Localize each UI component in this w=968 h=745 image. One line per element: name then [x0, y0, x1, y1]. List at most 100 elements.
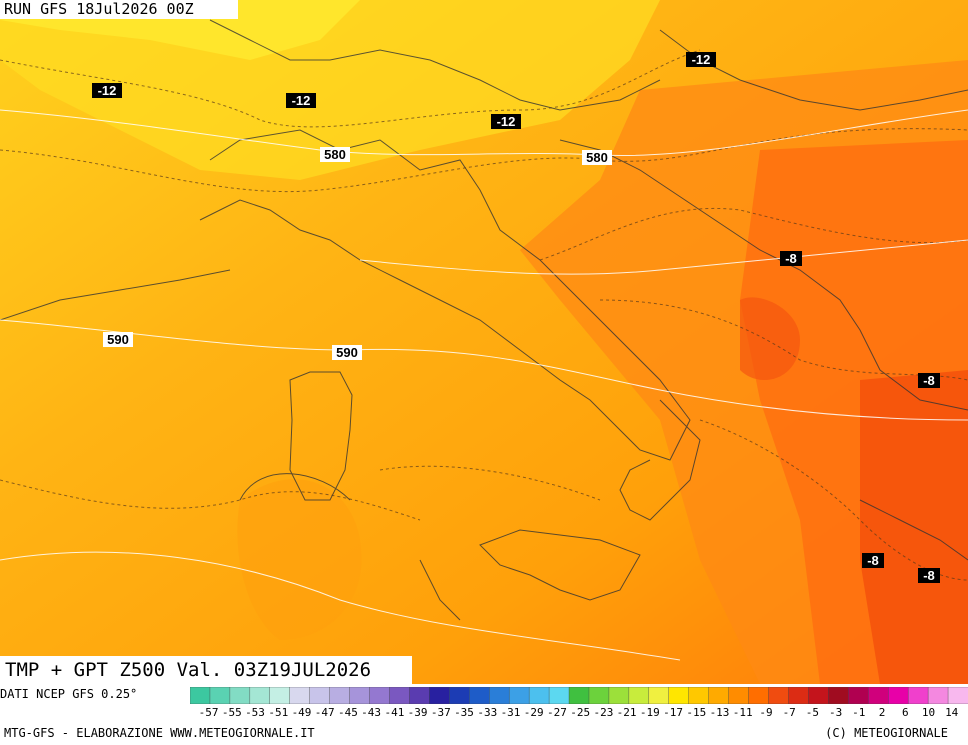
tick-label: -41	[384, 706, 405, 719]
geopotential-isolines	[0, 109, 968, 661]
color-swatch	[588, 687, 610, 704]
color-swatch	[927, 687, 949, 704]
color-swatch	[389, 687, 411, 704]
map-canvas: -12 -12 -12 -12 -8 -8 -8 -8 580 580 590 …	[0, 0, 968, 684]
tick-label: -9	[759, 706, 773, 719]
map-title: TMP + GPT Z500 Val. 03Z19JUL2026	[0, 656, 412, 684]
tick-label: -27	[546, 706, 567, 719]
tick-label: -39	[407, 706, 428, 719]
color-swatch	[608, 687, 630, 704]
tick-label: -11	[732, 706, 753, 719]
data-source-label: DATI NCEP GFS 0.25°	[0, 687, 138, 701]
svg-text:-8: -8	[867, 553, 879, 568]
temp-label-1: -12	[92, 83, 122, 98]
tick-label: -55	[221, 706, 242, 719]
tick-label: -57	[198, 706, 219, 719]
contour-labels: -12 -12 -12 -12 -8 -8 -8 -8 580 580 590 …	[92, 52, 940, 583]
color-swatch	[768, 687, 790, 704]
color-swatch	[708, 687, 730, 704]
tick-label: -47	[314, 706, 335, 719]
color-swatch	[668, 687, 690, 704]
svg-text:-8: -8	[785, 251, 797, 266]
coastlines	[0, 19, 968, 621]
temp-label-3: -12	[491, 114, 521, 129]
color-scale-bar	[190, 687, 968, 704]
tick-label: -35	[454, 706, 474, 719]
tick-label: -15	[686, 706, 707, 719]
color-swatch	[469, 687, 490, 704]
tick-label: -21	[616, 706, 637, 719]
tick-label: -33	[477, 706, 498, 719]
tick-label: 10	[921, 706, 936, 719]
temp-label-6: -8	[918, 373, 940, 388]
color-swatch	[190, 687, 211, 704]
tick-label: -19	[639, 706, 660, 719]
color-swatch	[688, 687, 710, 704]
run-label: RUN GFS 18Jul2026 00Z	[0, 0, 238, 19]
hot-spot-balkan	[740, 297, 800, 380]
color-swatch	[628, 687, 650, 704]
svg-text:-8: -8	[923, 568, 935, 583]
tick-label: -1	[852, 706, 866, 719]
color-swatch	[548, 687, 570, 704]
svg-text:-12: -12	[692, 52, 711, 67]
tick-label: -25	[570, 706, 591, 719]
tick-label: -17	[663, 706, 684, 719]
tick-label: -45	[337, 706, 358, 719]
color-swatch	[429, 687, 451, 704]
color-swatch	[568, 687, 590, 704]
svg-text:-12: -12	[497, 114, 516, 129]
footer-credit: MTG-GFS - ELABORAZIONE WWW.METEOGIORNALE…	[4, 726, 315, 740]
color-swatch	[489, 687, 510, 704]
color-swatch	[907, 687, 929, 704]
gpt-label-4: 590	[332, 345, 362, 360]
color-swatch	[249, 687, 271, 704]
color-swatch	[648, 687, 670, 704]
tick-label: -29	[523, 706, 544, 719]
tick-label: -53	[245, 706, 265, 719]
color-swatch	[309, 687, 331, 704]
color-swatch	[888, 687, 909, 704]
color-swatch	[728, 687, 750, 704]
gpt-label-2: 580	[582, 150, 612, 165]
tick-label: -5	[805, 706, 820, 719]
svg-text:580: 580	[324, 147, 346, 162]
weather-map: -12 -12 -12 -12 -8 -8 -8 -8 580 580 590 …	[0, 0, 968, 684]
color-swatch	[409, 687, 431, 704]
color-swatch	[528, 687, 550, 704]
color-swatch	[369, 687, 391, 704]
svg-text:-12: -12	[98, 83, 117, 98]
color-swatch	[269, 687, 291, 704]
tick-label: -23	[593, 706, 614, 719]
tick-label: -3	[828, 706, 843, 719]
svg-text:580: 580	[586, 150, 608, 165]
tick-label: 14	[945, 706, 959, 719]
color-swatch	[947, 687, 968, 704]
tick-label: -31	[500, 706, 521, 719]
tick-label: -49	[291, 706, 312, 719]
color-swatch	[788, 687, 810, 704]
color-swatch	[748, 687, 770, 704]
tick-label: 6	[901, 706, 909, 719]
tick-label: 2	[878, 706, 886, 719]
gpt-label-3: 590	[103, 332, 133, 347]
temp-label-4: -12	[686, 52, 716, 67]
color-swatch	[508, 687, 530, 704]
svg-text:-12: -12	[292, 93, 311, 108]
temp-label-7: -8	[862, 553, 884, 568]
color-swatch	[209, 687, 231, 704]
svg-text:-8: -8	[923, 373, 935, 388]
temp-label-5: -8	[780, 251, 802, 266]
color-swatch	[349, 687, 371, 704]
color-swatch	[828, 687, 850, 704]
tick-label: -37	[430, 706, 451, 719]
tick-label: -7	[782, 706, 796, 719]
cold-zone-north	[0, 0, 660, 180]
warm-spot-sea	[237, 479, 362, 640]
tick-label: -43	[361, 706, 382, 719]
color-scale-ticks: -57 -55 -53 -51 -49 -47 -45 -43 -41 -39 -37 -35 -33-…	[190, 706, 968, 720]
color-swatch	[329, 687, 351, 704]
footer-copyright: (C) METEOGIORNALE	[825, 726, 948, 740]
temp-label-8: -8	[918, 568, 940, 583]
svg-text:590: 590	[107, 332, 129, 347]
